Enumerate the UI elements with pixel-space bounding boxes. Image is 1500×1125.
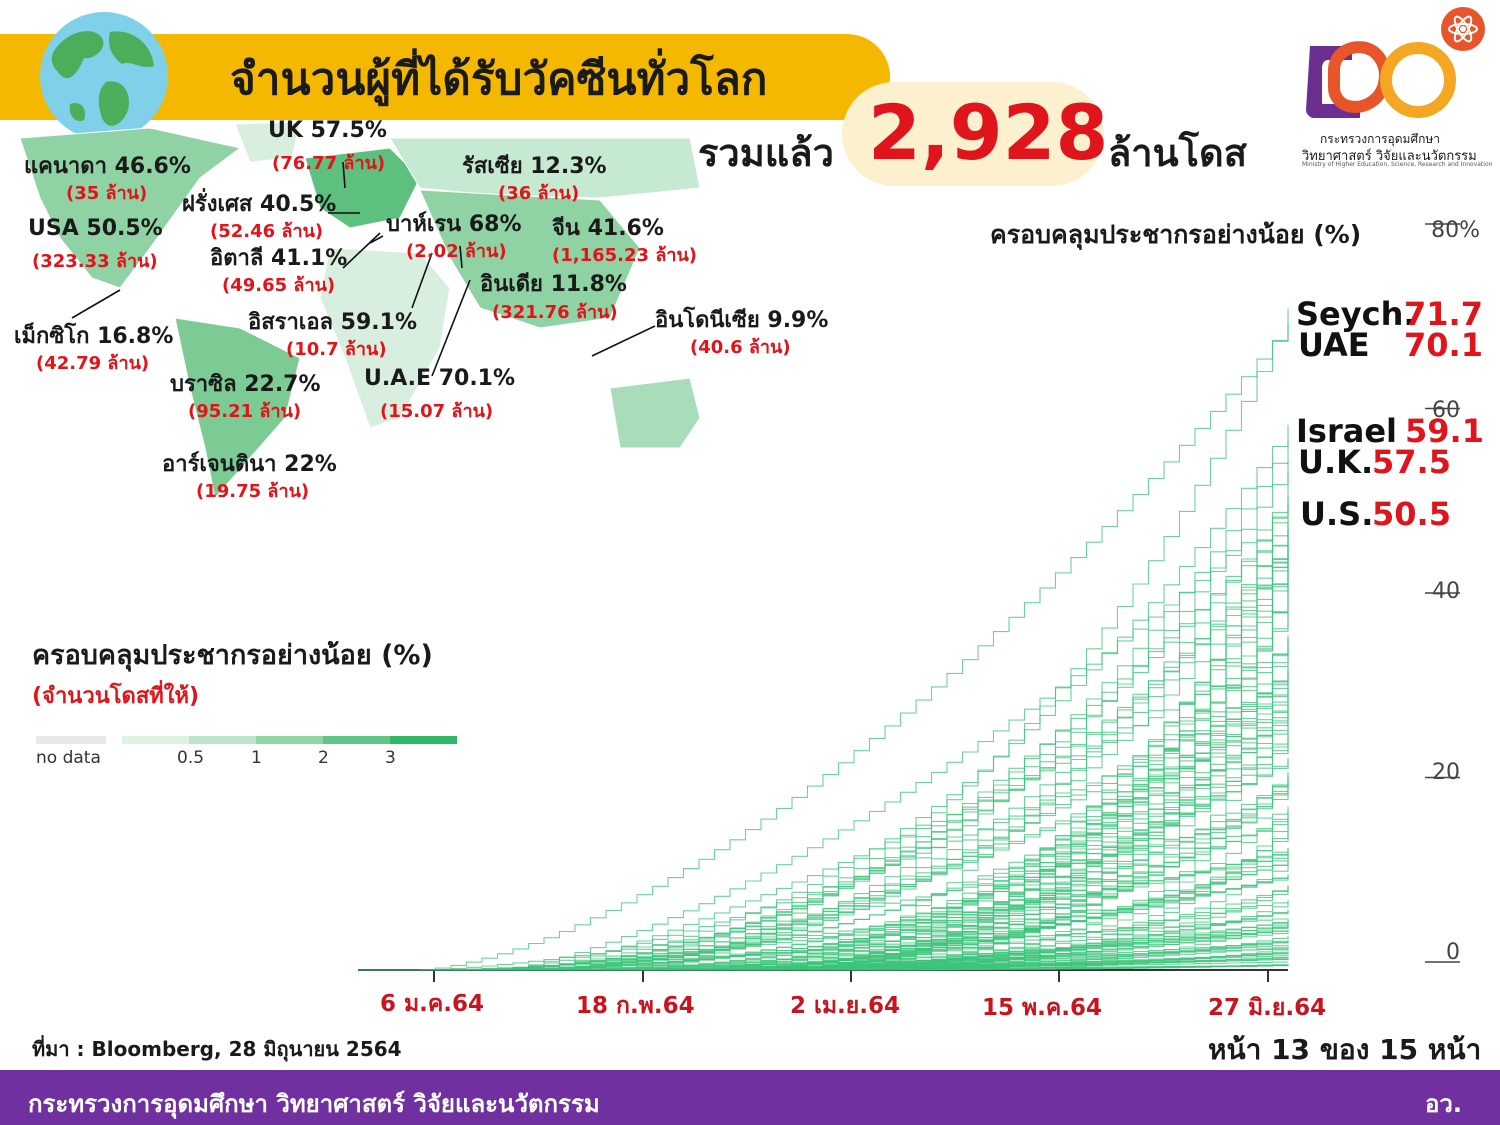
annot-israel-value: 59.1: [1405, 412, 1484, 450]
page-number: หน้า 13 ของ 15 หน้า: [1208, 1033, 1482, 1066]
sub-bahrain: (2.02 ล้าน): [406, 241, 507, 262]
y-tick-label: 40: [1432, 579, 1460, 604]
x-tick-label: 18 ก.พ.64: [576, 993, 695, 1019]
sub-argentina: (19.75 ล้าน): [196, 481, 310, 502]
label-india: อินเดีย 11.8%: [480, 272, 627, 297]
legend-title: ครอบคลุมประชากรอย่างน้อย (%): [32, 640, 433, 671]
footer-abbr: อว.: [1425, 1090, 1463, 1118]
total-value: 2,928: [868, 88, 1109, 177]
sub-mexico: (42.79 ล้าน): [36, 353, 150, 374]
south-america-shape: [174, 317, 301, 500]
chart-title: ครอบคลุมประชากรอย่างน้อย (%): [990, 220, 1362, 249]
label-mexico: เม็กซิโก 16.8%: [14, 324, 174, 349]
ministry-logo: [1306, 41, 1456, 118]
source-note: ที่มา : Bloomberg, 28 มิถุนายน 2564: [32, 1037, 402, 1061]
legend-tick-label: 0.5: [177, 748, 205, 768]
label-argentina: อาร์เจนตินา 22%: [162, 452, 337, 477]
label-indonesia: อินโดนีเซีย 9.9%: [655, 308, 829, 333]
sub-russia: (36 ล้าน): [498, 183, 580, 204]
label-italy: อิตาลี 41.1%: [210, 246, 348, 271]
label-bahrain: บาห์เรน 68%: [386, 212, 522, 237]
y-tick-label: 60: [1432, 398, 1460, 423]
legend-swatch-4: [323, 736, 390, 744]
page-title: จำนวนผู้ที่ได้รับวัคซีนทั่วโลก: [230, 54, 768, 105]
atom-icon: [1441, 7, 1485, 51]
legend-nodata-label: no data: [36, 748, 101, 768]
sub-indonesia: (40.6 ล้าน): [690, 337, 791, 358]
annot-uae-name: UAE: [1298, 326, 1370, 364]
label-usa: USA 50.5%: [28, 216, 163, 241]
footer-bar: [0, 1070, 1500, 1125]
country-series-line: [358, 925, 1289, 971]
label-israel: อิสราเอล 59.1%: [248, 310, 418, 335]
y-tick-label: 80%: [1431, 218, 1480, 243]
sub-uae: (15.07 ล้าน): [380, 401, 494, 422]
world-map: [19, 121, 701, 500]
europe-shape: [304, 147, 421, 229]
legend-tick-label: 3: [385, 748, 396, 768]
annot-us-name: U.S.: [1300, 495, 1374, 533]
total-prefix: รวมแล้ว: [698, 131, 834, 175]
annot-uk-value: 57.5: [1372, 443, 1451, 481]
logo-line3: Ministry of Higher Education, Science, R…: [1302, 161, 1493, 168]
legend-tick-label: 1: [251, 748, 262, 768]
logo-line2: วิทยาศาสตร์ วิจัยและนวัตกรรม: [1302, 149, 1477, 164]
north-america-shape: [19, 127, 242, 289]
legend-swatch-5: [390, 736, 457, 744]
asia-shape: [419, 189, 641, 329]
legend-swatch-nodata: [36, 736, 106, 744]
sub-canada: (35 ล้าน): [66, 183, 148, 204]
label-china: จีน 41.6%: [552, 216, 664, 241]
annot-uk-name: U.K.: [1298, 443, 1374, 481]
annot-israel-name: Israel: [1296, 412, 1397, 450]
label-brazil: บราซิล 22.7%: [170, 372, 321, 397]
legend-subtitle: (จำนวนโดสที่ให้): [32, 684, 200, 709]
greenland-shape: [234, 121, 301, 163]
legend-swatch-2: [189, 736, 256, 744]
country-series-line: [358, 688, 1289, 971]
sub-china: (1,165.23 ล้าน): [552, 245, 697, 266]
sub-brazil: (95.21 ล้าน): [188, 401, 302, 422]
sub-israel: (10.7 ล้าน): [286, 339, 387, 360]
sub-france: (52.46 ล้าน): [210, 221, 324, 242]
label-france: ฝรั่งเศส 40.5%: [182, 192, 337, 217]
label-russia: รัสเซีย 12.3%: [462, 154, 607, 179]
y-tick-label: 0: [1446, 940, 1460, 965]
annot-us-value: 50.5: [1372, 495, 1451, 533]
x-tick-label: 15 พ.ค.64: [982, 995, 1103, 1021]
x-tick-label: 27 มิ.ย.64: [1208, 995, 1327, 1021]
label-canada: แคนาดา 46.6%: [24, 154, 191, 179]
y-tick-label: 20: [1432, 760, 1460, 785]
footer-ministry: กระทรวงการอุดมศึกษา วิทยาศาสตร์ วิจัยและ…: [28, 1090, 600, 1118]
logo-line1: กระทรวงการอุดมศึกษา: [1320, 132, 1440, 146]
total-highlight: [842, 82, 1104, 186]
annot-seychelles-value: 71.7: [1404, 295, 1483, 333]
country-series-line: [358, 323, 1289, 971]
legend-swatch-1: [122, 736, 189, 744]
annot-seychelles-name: Seych.: [1296, 295, 1416, 333]
globe-icon: [40, 12, 168, 140]
annot-uae-value: 70.1: [1404, 326, 1483, 364]
map-arrows: [71, 161, 656, 377]
label-uae: U.A.E 70.1%: [364, 366, 516, 391]
australia-shape: [609, 377, 701, 449]
sub-italy: (49.65 ล้าน): [222, 275, 336, 296]
x-tick-label: 6 ม.ค.64: [380, 991, 485, 1017]
sub-india: (321.76 ล้าน): [492, 302, 618, 323]
sub-usa: (323.33 ล้าน): [32, 251, 158, 272]
country-series-line: [358, 503, 1289, 971]
x-tick-label: 2 เม.ย.64: [790, 993, 900, 1019]
country-series-line: [358, 608, 1289, 971]
sub-uk: (76.77 ล้าน): [272, 153, 386, 174]
legend-swatch-3: [256, 736, 323, 744]
total-suffix: ล้านโดส: [1108, 131, 1247, 175]
russia-shape: [389, 137, 701, 199]
legend-tick-label: 2: [318, 748, 329, 768]
label-uk: UK 57.5%: [268, 118, 387, 143]
